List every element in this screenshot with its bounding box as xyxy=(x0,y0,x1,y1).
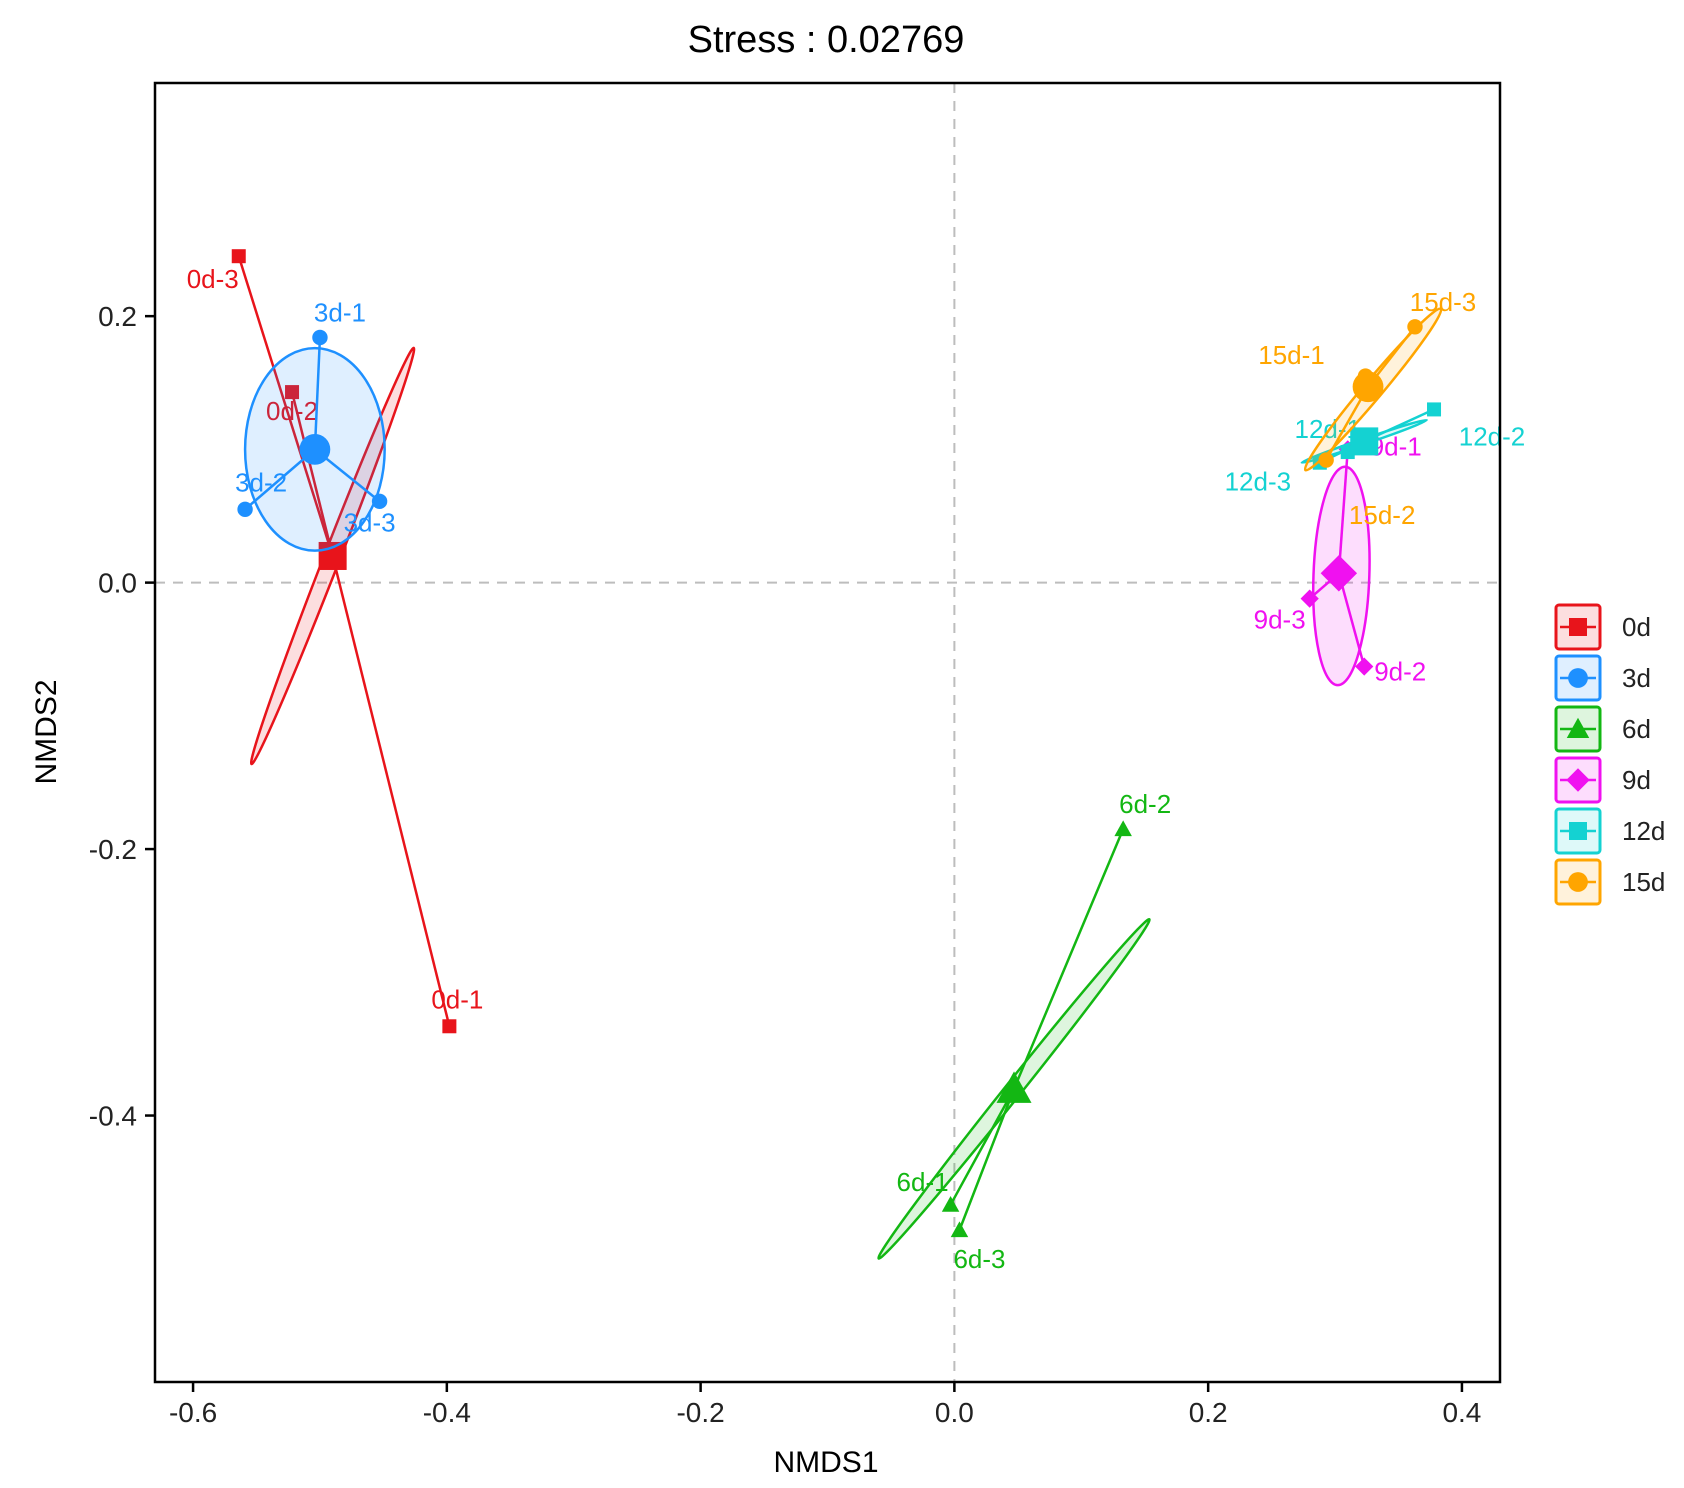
series-9d-spoke-9d-1 xyxy=(1337,449,1349,574)
plot-border xyxy=(153,81,1502,1384)
plot-area: 0d-1 0d-2 0d-3 3d-1 3d-2 3d-3 6d-1 6d-2 6d-3 9d-1… xyxy=(89,81,1526,1428)
x-axis-label: NMDS1 xyxy=(773,1446,878,1479)
chart-title: Stress : 0.02769 xyxy=(688,19,965,61)
legend-label-15d: 15d xyxy=(1622,867,1665,897)
series-3d-point-3d-1 xyxy=(312,329,328,346)
series-3d-centroid xyxy=(299,433,331,465)
legend-key-marker-0d xyxy=(1569,618,1587,636)
series-6d-centroid xyxy=(996,1071,1032,1103)
series-6d-label-6d-2: 6d-2 xyxy=(1119,789,1171,819)
x-tick-label-4: 0.2 xyxy=(1189,1397,1228,1428)
legend-key-marker-6d xyxy=(1566,717,1590,738)
legend-key-marker-12d xyxy=(1569,822,1587,840)
series-15d-label-15d-2: 15d-2 xyxy=(1349,500,1416,530)
series-15d-label-15d-3: 15d-3 xyxy=(1410,287,1477,317)
series-12d-point-12d-2 xyxy=(1427,402,1442,417)
plot-panel xyxy=(155,83,1500,1382)
series-0d-spoke-0d-1 xyxy=(331,555,451,1027)
legend-key-marker-3d xyxy=(1568,668,1588,688)
series-0d-point-0d-2 xyxy=(285,385,300,400)
series-6d-spoke-6d-1 xyxy=(949,1088,1016,1206)
legend-label-6d: 6d xyxy=(1622,714,1651,744)
y-tick-label-1: -0.2 xyxy=(89,834,137,865)
y-tick-label-2: 0.0 xyxy=(98,568,137,599)
series-6d-spoke-6d-2 xyxy=(1012,828,1125,1090)
series-0d-label-0d-2: 0d-2 xyxy=(266,396,318,426)
series-3d-spoke-3d-1 xyxy=(313,337,322,450)
series-15d-point-15d-3 xyxy=(1407,319,1423,335)
x-tick-label-3: 0.0 xyxy=(935,1397,974,1428)
x-tick-label-0: -0.6 xyxy=(169,1397,217,1428)
legend: 0d 3d 6d 9d 12d 15d xyxy=(1554,603,1665,906)
series-9d-label-9d-3: 9d-3 xyxy=(1254,605,1306,635)
series-15d-point-15d-2 xyxy=(1318,452,1334,468)
series-9d-spoke-9d-2 xyxy=(1337,572,1366,667)
legend-key-marker-9d xyxy=(1566,768,1590,792)
series-0d-label-0d-3: 0d-3 xyxy=(187,264,239,294)
series-3d-point-3d-2 xyxy=(237,501,253,518)
y-tick-label-3: 0.2 xyxy=(98,301,137,332)
series-3d-point-3d-3 xyxy=(371,493,388,510)
series-0d-spoke-0d-2 xyxy=(290,391,334,557)
series-6d-point-6d-3 xyxy=(950,1221,969,1238)
y-axis-label: NMDS2 xyxy=(30,679,63,784)
series-6d-label-6d-1: 6d-1 xyxy=(897,1167,949,1197)
series-3d-label-3d-2: 3d-2 xyxy=(235,467,287,497)
series-0d-spoke-0d-3 xyxy=(237,255,334,557)
legend-label-9d: 9d xyxy=(1622,765,1651,795)
x-tick-label-5: 0.4 xyxy=(1442,1397,1481,1428)
series-6d-point-6d-2 xyxy=(1114,820,1132,837)
series-9d-point-9d-2 xyxy=(1355,657,1374,676)
series-15d-centroid xyxy=(1352,371,1384,403)
series-6d-spoke-6d-3 xyxy=(958,1088,1016,1231)
series-0d-label-0d-1: 0d-1 xyxy=(431,984,483,1014)
series-9d-label-9d-1: 9d-1 xyxy=(1370,431,1422,461)
series-9d-point-9d-3 xyxy=(1300,589,1319,608)
series-12d-label-12d-2: 12d-2 xyxy=(1459,421,1526,451)
series-9d-label-9d-2: 9d-2 xyxy=(1374,657,1426,687)
series-6d-point-6d-1 xyxy=(941,1196,960,1212)
series-3d-label-3d-1: 3d-1 xyxy=(314,297,366,327)
legend-key-marker-15d xyxy=(1568,872,1588,892)
series-0d-point-0d-3 xyxy=(231,249,246,264)
series-12d-centroid xyxy=(1350,427,1379,456)
series-15d-label-15d-1: 15d-1 xyxy=(1258,340,1325,370)
x-tick-label-2: -0.2 xyxy=(676,1397,724,1428)
series-12d-label-12d-3: 12d-3 xyxy=(1225,467,1292,497)
series-6d-label-6d-3: 6d-3 xyxy=(953,1244,1005,1274)
y-tick-label-0: -0.4 xyxy=(89,1101,137,1132)
series-0d-point-0d-1 xyxy=(442,1019,457,1034)
legend-label-3d: 3d xyxy=(1622,663,1651,693)
series-3d-label-3d-3: 3d-3 xyxy=(344,507,396,537)
x-tick-label-1: -0.4 xyxy=(423,1397,471,1428)
legend-label-0d: 0d xyxy=(1622,612,1651,642)
series-9d-centroid xyxy=(1320,555,1358,592)
legend-label-12d: 12d xyxy=(1622,816,1665,846)
